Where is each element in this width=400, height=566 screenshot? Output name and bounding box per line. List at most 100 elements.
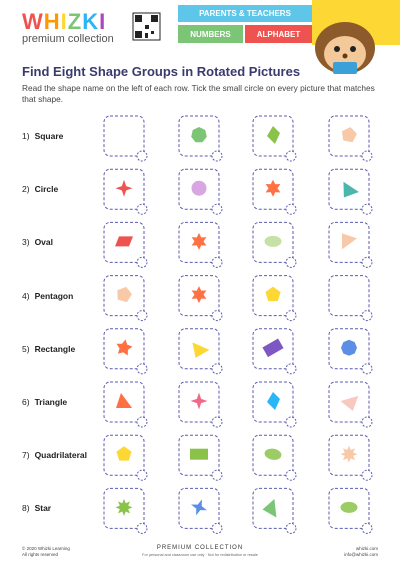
tab[interactable]: ALPHABET: [245, 25, 312, 43]
picture: [343, 181, 359, 198]
tick-circle[interactable]: [136, 203, 148, 215]
tick-circle[interactable]: [211, 363, 223, 375]
tick-circle[interactable]: [211, 150, 223, 162]
picture: [340, 501, 358, 513]
tick-circle[interactable]: [285, 256, 297, 268]
picture: [115, 498, 133, 516]
row-number: 8): [22, 503, 30, 514]
shape: [267, 392, 280, 410]
row-name: Rectangle: [34, 343, 76, 354]
shape: [343, 181, 359, 198]
tick-circle[interactable]: [136, 522, 148, 534]
shape: [116, 393, 132, 408]
shape: [341, 127, 357, 143]
tick-circle[interactable]: [361, 469, 373, 481]
tick-circle[interactable]: [285, 363, 297, 375]
tick-circle[interactable]: [211, 310, 223, 322]
tick-circle[interactable]: [285, 203, 297, 215]
footer-right: whizki.com info@whizki.com: [344, 546, 378, 558]
tick-circle[interactable]: [211, 256, 223, 268]
shape: [117, 286, 132, 303]
shape: [190, 448, 208, 460]
shape: [115, 498, 133, 516]
tick-circle[interactable]: [285, 522, 297, 534]
shape: [262, 338, 284, 358]
row-number: 2): [22, 184, 30, 195]
picture: [264, 448, 282, 460]
row-label: 2) Circle: [22, 184, 58, 194]
shape: [191, 180, 207, 196]
picture-box: [103, 115, 145, 157]
tick-circle[interactable]: [285, 310, 297, 322]
picture: [265, 179, 281, 197]
picture: [191, 127, 207, 143]
row-label: 7) Quadrilateral: [22, 450, 87, 460]
row-label: 1) Square: [22, 131, 63, 141]
tick-circle[interactable]: [361, 150, 373, 162]
picture: [190, 392, 208, 410]
tick-circle[interactable]: [211, 522, 223, 534]
row-number: 4): [22, 290, 30, 301]
logo-letter: W: [22, 9, 44, 34]
shape: [116, 446, 132, 461]
tick-circle[interactable]: [285, 416, 297, 428]
tagline: premium collection: [22, 33, 114, 45]
tick-circle[interactable]: [285, 150, 297, 162]
shape: [115, 179, 133, 197]
tick-circle[interactable]: [361, 363, 373, 375]
title: Find Eight Shape Groups in Rotated Pictu…: [22, 64, 301, 79]
shape: [262, 498, 277, 518]
logo-letter: I: [99, 9, 107, 34]
picture: [115, 179, 133, 197]
logo-letter: I: [60, 9, 68, 34]
shape: [265, 179, 281, 197]
picture: [117, 286, 132, 303]
shape: [265, 286, 281, 302]
row-number: 1): [22, 131, 30, 141]
shape: [340, 501, 358, 513]
tick-circle[interactable]: [136, 416, 148, 428]
tick-circle[interactable]: [136, 363, 148, 375]
picture: [191, 232, 207, 250]
picture: [191, 499, 207, 516]
tick-circle[interactable]: [361, 203, 373, 215]
shape: [116, 339, 133, 356]
tick-circle[interactable]: [361, 416, 373, 428]
rights: All rights reserved: [22, 552, 59, 557]
tick-circle[interactable]: [361, 256, 373, 268]
row-label: 4) Pentagon: [22, 291, 73, 301]
tick-circle[interactable]: [211, 203, 223, 215]
site: whizki.com: [355, 546, 378, 551]
picture: [262, 338, 284, 358]
shape: [341, 339, 357, 356]
tab[interactable]: PARENTS & TEACHERS: [178, 5, 312, 22]
shape: [191, 286, 207, 304]
picture: [264, 235, 282, 247]
picture: [115, 236, 133, 247]
shape: [267, 126, 280, 144]
tick-circle[interactable]: [361, 310, 373, 322]
row-number: 7): [22, 450, 30, 461]
tab[interactable]: NUMBERS: [178, 25, 243, 43]
tick-circle[interactable]: [361, 522, 373, 534]
row-name: Pentagon: [34, 290, 74, 301]
footer-center: PREMIUM COLLECTION For personal and class…: [100, 545, 300, 559]
tick-circle[interactable]: [136, 150, 148, 162]
tick-circle[interactable]: [136, 469, 148, 481]
tick-circle[interactable]: [211, 416, 223, 428]
picture: [191, 286, 207, 304]
row-number: 3): [22, 237, 30, 248]
row-name: Square: [34, 131, 64, 141]
shape: [340, 395, 359, 411]
picture: [267, 126, 280, 144]
picture: [116, 446, 132, 461]
tick-circle[interactable]: [136, 310, 148, 322]
tick-circle[interactable]: [136, 256, 148, 268]
row-name: Oval: [34, 237, 53, 248]
row-name: Triangle: [34, 397, 68, 407]
tick-circle[interactable]: [211, 469, 223, 481]
tick-circle[interactable]: [285, 469, 297, 481]
shape: [191, 499, 207, 516]
shape: [264, 235, 282, 247]
